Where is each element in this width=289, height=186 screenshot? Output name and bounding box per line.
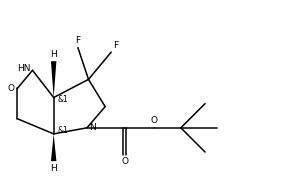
Polygon shape [51, 61, 56, 97]
Text: &1: &1 [57, 126, 68, 135]
Text: N: N [89, 123, 96, 132]
Text: H: H [50, 50, 57, 59]
Text: &1: &1 [57, 94, 68, 104]
Text: O: O [150, 116, 157, 125]
Text: H: H [50, 163, 57, 173]
Text: F: F [75, 36, 80, 45]
Polygon shape [51, 134, 56, 161]
Text: HN: HN [17, 64, 31, 73]
Text: O: O [8, 84, 15, 93]
Text: O: O [121, 158, 128, 166]
Text: F: F [114, 41, 119, 50]
